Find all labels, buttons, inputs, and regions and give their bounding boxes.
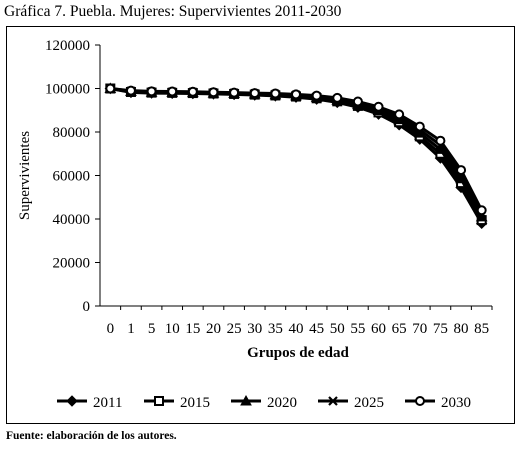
series-line-2025 [110, 87, 484, 215]
x-tick-label: 40 [289, 321, 304, 337]
data-point-2030 [187, 86, 198, 97]
series-2015 [105, 83, 487, 226]
data-point-2030 [167, 86, 178, 97]
y-tick-label: 40000 [53, 212, 91, 228]
data-point-2030 [476, 205, 487, 216]
data-point-2030 [146, 86, 157, 97]
x-tick-label: 80 [454, 321, 469, 337]
x-tick-label: 15 [185, 321, 200, 337]
data-point-2030 [435, 135, 446, 146]
chart-title: Gráfica 7. Puebla. Mujeres: Supervivient… [4, 3, 342, 20]
legend-item-2020: 2020 [231, 394, 297, 411]
legend-item-2025: 2025 [318, 395, 384, 411]
series-2030 [105, 83, 487, 216]
legend-marker [66, 395, 78, 407]
data-point-2030 [270, 88, 281, 99]
data-point-2030 [352, 96, 363, 107]
series-2025 [105, 83, 487, 219]
data-point-2030 [414, 121, 425, 132]
series-line-2015 [110, 87, 483, 221]
data-point-2030 [229, 87, 240, 98]
data-point-2030 [105, 83, 116, 94]
y-tick-label: 100000 [45, 82, 90, 98]
y-tick-label: 60000 [53, 169, 91, 185]
series-line-2011 [110, 87, 483, 225]
x-tick-label: 50 [330, 321, 345, 337]
x-tick-label: 55 [350, 321, 365, 337]
x-tick-label: 25 [227, 321, 242, 337]
data-point-2030 [332, 92, 343, 103]
data-point-2030 [311, 90, 322, 101]
x-tick-label: 30 [247, 321, 262, 337]
legend-label: 2015 [180, 395, 210, 411]
legend-marker [240, 394, 252, 406]
x-tick-label: 85 [474, 321, 489, 337]
legend-marker [154, 396, 164, 406]
legend-label: 2011 [93, 395, 122, 411]
series-2020 [104, 82, 488, 222]
x-tick-label: 65 [392, 321, 407, 337]
x-tick-label: 70 [412, 321, 427, 337]
x-tick-label: 20 [206, 321, 221, 337]
legend-item-2030: 2030 [405, 395, 471, 411]
source-note: Fuente: elaboración de los autores. [6, 430, 177, 442]
series-line-2030 [110, 87, 484, 211]
data-point-2030 [456, 165, 467, 176]
x-axis-title: Grupos de edad [247, 345, 349, 361]
x-tick-label: 0 [107, 321, 115, 337]
legend-item-2011: 2011 [57, 395, 122, 411]
legend-label: 2020 [267, 395, 297, 411]
data-point-2030 [125, 85, 136, 96]
series-line-2020 [110, 87, 484, 218]
series-2011 [104, 82, 488, 230]
x-tick-label: 5 [148, 321, 156, 337]
legend-marker [415, 396, 425, 406]
legend-label: 2025 [354, 395, 384, 411]
data-point-2030 [208, 87, 219, 98]
x-tick-label: 60 [371, 321, 386, 337]
data-point-2030 [291, 89, 301, 100]
y-tick-label: 120000 [45, 38, 90, 54]
x-tick-label: 35 [268, 321, 283, 337]
y-axis-title: Supervivientes [17, 131, 33, 220]
data-point-2030 [394, 109, 405, 120]
legend-item-2015: 2015 [144, 395, 210, 411]
x-tick-label: 45 [309, 321, 324, 337]
x-tick-label: 1 [127, 321, 135, 337]
y-tick-label: 0 [83, 299, 91, 315]
chart-frame [6, 26, 515, 424]
data-point-2030 [249, 88, 260, 99]
legend-label: 2030 [441, 395, 471, 411]
data-point-2030 [373, 101, 384, 112]
y-tick-label: 20000 [53, 256, 91, 272]
y-tick-label: 80000 [53, 125, 91, 141]
legend-marker [328, 396, 338, 406]
x-tick-label: 75 [433, 321, 448, 337]
x-tick-label: 10 [165, 321, 180, 337]
